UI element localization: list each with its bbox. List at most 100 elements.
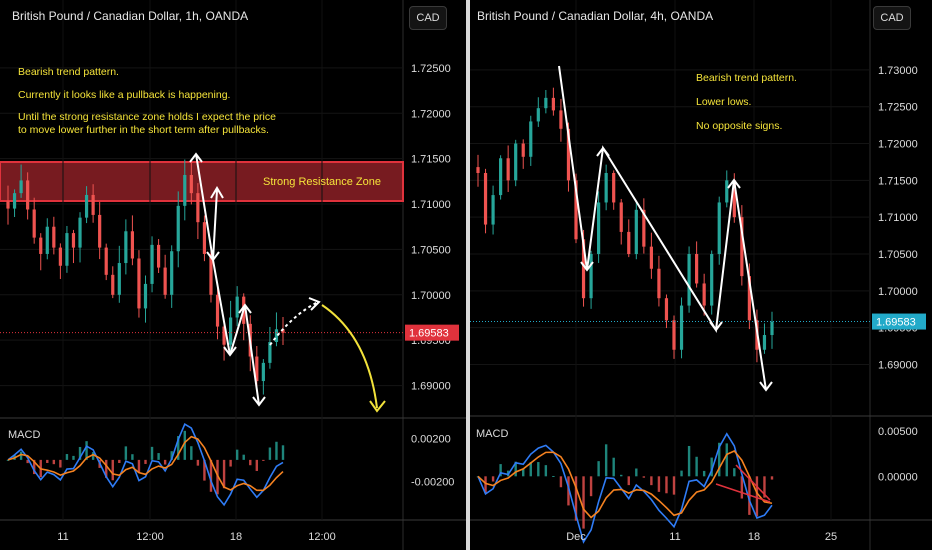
pullback-arrow bbox=[212, 189, 218, 261]
time-tick-label: 11 bbox=[669, 531, 680, 543]
right-chart-svg[interactable]: 1.73000 1.72500 1.72000 1.71500 1.71000 1.705… bbox=[470, 0, 932, 550]
macd-histogram-bar bbox=[46, 459, 49, 463]
macd-histogram-bar bbox=[559, 476, 563, 488]
signal-line bbox=[7, 435, 284, 492]
candle-body bbox=[71, 233, 76, 248]
left-note-line-3: Until the strong resistance zone holds I… bbox=[18, 111, 276, 123]
candle-body bbox=[732, 180, 736, 218]
macd-histogram-bar bbox=[710, 457, 713, 477]
candle-body bbox=[235, 296, 239, 318]
arrow-head-down bbox=[223, 346, 237, 357]
candle-body bbox=[19, 180, 23, 194]
candle-body bbox=[281, 329, 285, 333]
price-tick-label: 1.70000 bbox=[878, 286, 918, 298]
candle-body bbox=[170, 251, 174, 295]
candle-body bbox=[695, 254, 699, 284]
macd-histogram-bar bbox=[235, 449, 239, 460]
macd-histogram-bar bbox=[157, 453, 160, 460]
macd-line bbox=[477, 432, 773, 544]
left-chart-title: British Pound / Canadian Dollar, 1h, OAN… bbox=[12, 9, 249, 23]
candle-body bbox=[679, 305, 684, 350]
macd-histogram-bar bbox=[32, 459, 36, 475]
time-tick-label: 25 bbox=[825, 531, 837, 543]
candle-body bbox=[255, 356, 259, 382]
macd-histogram-bar bbox=[65, 454, 69, 460]
price-tick-label: 1.70500 bbox=[878, 249, 918, 261]
macd-histogram-bar bbox=[544, 465, 548, 477]
candle-body bbox=[58, 247, 62, 266]
macd-histogram-bar bbox=[514, 461, 517, 477]
left-currency-button[interactable]: CAD bbox=[409, 6, 447, 30]
macd-histogram-bar bbox=[499, 464, 502, 477]
pane-divider[interactable] bbox=[466, 0, 470, 550]
price-tick-label: 1.71000 bbox=[411, 199, 451, 211]
candle-body bbox=[91, 194, 95, 215]
candle-body bbox=[566, 128, 571, 181]
candle-body bbox=[740, 217, 744, 277]
left-chart-pane[interactable]: 1.72500 1.72000 1.71500 1.71000 1.70500 1.700… bbox=[0, 0, 466, 550]
candle-body bbox=[268, 342, 272, 363]
macd-histogram-bar bbox=[680, 470, 683, 477]
candle-body bbox=[589, 254, 593, 299]
candle-body bbox=[506, 158, 510, 181]
candle-body bbox=[604, 172, 608, 203]
macd-histogram-bar bbox=[203, 459, 206, 481]
candle-body bbox=[649, 246, 653, 269]
arrow-head-down bbox=[759, 381, 773, 392]
candle-body bbox=[521, 143, 525, 157]
macd-histogram-bar bbox=[144, 459, 147, 464]
macd-histogram-bar bbox=[733, 468, 736, 477]
macd-histogram-bar bbox=[275, 441, 278, 460]
macd-divergence-line bbox=[735, 464, 771, 501]
right-note-line-3: No opposite signs. bbox=[696, 120, 783, 132]
left-chart-svg[interactable]: 1.72500 1.72000 1.71500 1.71000 1.70500 1.700… bbox=[0, 0, 466, 550]
macd-tick-label: 0.00500 bbox=[878, 426, 918, 438]
right-chart-pane[interactable]: 1.73000 1.72500 1.72000 1.71500 1.71000 1.705… bbox=[470, 0, 932, 550]
macd-divergence-line bbox=[715, 483, 771, 503]
macd-histogram-bar bbox=[740, 476, 744, 499]
macd-histogram-bar bbox=[255, 459, 259, 471]
right-currency-button[interactable]: CAD bbox=[873, 6, 911, 30]
macd-histogram-bar bbox=[612, 457, 615, 477]
macd-histogram-bar bbox=[52, 459, 56, 465]
candle-body bbox=[32, 209, 36, 238]
macd-histogram-bar bbox=[72, 455, 75, 460]
macd-histogram-bar bbox=[589, 476, 593, 497]
price-tick-label: 1.70000 bbox=[411, 290, 451, 302]
macd-tick-label: -0.00200 bbox=[411, 476, 454, 488]
candle-body bbox=[672, 320, 676, 350]
resistance-zone-label: Strong Resistance Zone bbox=[263, 176, 382, 188]
candle-body bbox=[65, 233, 69, 266]
time-tick-label: 11 bbox=[57, 531, 68, 543]
macd-histogram-bar bbox=[26, 459, 29, 464]
price-tick-label: 1.70500 bbox=[411, 244, 451, 256]
candle-body bbox=[176, 205, 180, 252]
macd-histogram-bar bbox=[665, 476, 668, 494]
macd-histogram-bar bbox=[229, 459, 232, 467]
right-note-line-1: Bearish trend pattern. bbox=[696, 72, 797, 84]
candle-body bbox=[78, 217, 82, 248]
macd-histogram-bar bbox=[190, 446, 193, 460]
macd-histogram-bar bbox=[529, 462, 532, 477]
candle-body bbox=[664, 298, 669, 321]
candle-body bbox=[619, 202, 623, 232]
macd-histogram-bar bbox=[6, 459, 10, 461]
macd-histogram-bar bbox=[702, 470, 706, 477]
macd-tick-label: 0.00000 bbox=[878, 471, 918, 483]
macd-histogram-bar bbox=[620, 474, 623, 477]
macd-histogram-bar bbox=[249, 459, 252, 466]
price-tick-label: 1.73000 bbox=[878, 65, 918, 77]
left-note-line-2: Currently it looks like a pullback is ha… bbox=[18, 89, 231, 101]
candle-body bbox=[559, 110, 563, 129]
candle-body bbox=[536, 108, 540, 122]
macd-histogram-bar bbox=[281, 445, 285, 460]
candle-body bbox=[117, 263, 121, 295]
candle-body bbox=[156, 244, 161, 268]
time-tick-label: 12:00 bbox=[136, 531, 164, 543]
candle-body bbox=[189, 174, 193, 194]
macd-histogram-bar bbox=[177, 436, 180, 460]
time-tick-label: 18 bbox=[230, 531, 242, 543]
macd-histogram-bar bbox=[672, 476, 676, 495]
macd-histogram-bar bbox=[642, 476, 646, 478]
macd-histogram-bar bbox=[85, 441, 88, 460]
